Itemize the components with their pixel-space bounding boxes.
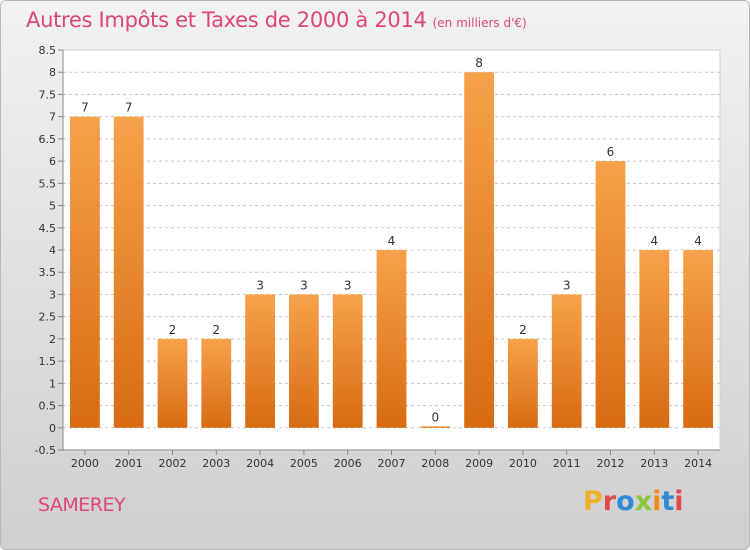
bar [551, 294, 582, 428]
y-tick-label: 4.5 [39, 222, 57, 235]
y-tick-label: -0.5 [35, 444, 56, 457]
logo-letter: i [674, 486, 684, 517]
bar [376, 250, 407, 428]
bar [245, 294, 275, 428]
bar-value-label: 8 [475, 56, 483, 70]
bar [639, 250, 670, 428]
logo-letter: x [634, 486, 653, 517]
bar [70, 116, 100, 428]
bar-value-label: 2 [212, 323, 220, 337]
y-tick-label: 6.5 [39, 133, 57, 146]
y-tick-label: 7.5 [39, 88, 57, 101]
x-tick-label: 2012 [597, 457, 625, 470]
bar [464, 72, 494, 428]
bar-value-label: 2 [169, 323, 177, 337]
bar-value-label: 2 [519, 323, 527, 337]
y-tick-label: 7 [49, 111, 56, 124]
x-tick-label: 2000 [71, 457, 99, 470]
x-tick-label: 2001 [115, 457, 143, 470]
commune-name: SAMEREY [38, 494, 126, 516]
x-tick-label: 2007 [378, 457, 406, 470]
y-tick-label: 2.5 [39, 311, 57, 324]
bar-value-label: 4 [650, 234, 658, 248]
y-tick-label: 3 [49, 288, 56, 301]
y-tick-label: 2 [49, 333, 56, 346]
logo-letter: o [616, 486, 635, 517]
bar [595, 161, 626, 428]
chart-unit-note: (en milliers d'€) [432, 16, 527, 30]
y-tick-label: 0 [49, 422, 56, 435]
logo-letter: r [602, 486, 617, 517]
bar [157, 338, 188, 428]
x-tick-label: 2005 [290, 457, 318, 470]
x-tick-label: 2009 [465, 457, 493, 470]
y-tick-label: 3.5 [39, 266, 57, 279]
bar-value-label: 3 [300, 278, 308, 292]
logo-letter: i [652, 486, 662, 517]
y-tick-label: 4 [49, 244, 56, 257]
y-tick-label: 1 [49, 377, 56, 390]
y-tick-label: 8 [49, 66, 56, 79]
chart-title: Autres Impôts et Taxes de 2000 à 2014 (en… [26, 8, 527, 32]
proxiti-logo[interactable]: Proxiti [583, 486, 684, 517]
x-tick-label: 2008 [421, 457, 449, 470]
x-tick-label: 2010 [509, 457, 537, 470]
bar-value-label: 4 [694, 234, 702, 248]
x-tick-label: 2014 [684, 457, 712, 470]
bar-value-label: 3 [256, 278, 264, 292]
x-tick-label: 2003 [202, 457, 230, 470]
bar [420, 426, 451, 428]
y-tick-label: 5 [49, 200, 56, 213]
logo-letter: t [661, 486, 675, 517]
bar-value-label: 3 [344, 278, 352, 292]
bar-value-label: 0 [431, 410, 439, 424]
bar [113, 116, 144, 428]
x-tick-label: 2004 [246, 457, 274, 470]
x-tick-label: 2006 [334, 457, 362, 470]
x-tick-label: 2011 [553, 457, 581, 470]
logo-letter: P [583, 486, 603, 517]
y-tick-label: 5.5 [39, 177, 57, 190]
y-tick-label: 1.5 [39, 355, 57, 368]
bar-value-label: 4 [388, 234, 396, 248]
bar [201, 338, 232, 428]
y-tick-label: 8.5 [39, 44, 57, 57]
bar [683, 250, 713, 428]
x-tick-label: 2013 [640, 457, 668, 470]
bar [332, 294, 363, 428]
bar-value-label: 3 [563, 278, 571, 292]
bar [289, 294, 319, 428]
y-tick-label: 6 [49, 155, 56, 168]
x-tick-label: 2002 [159, 457, 187, 470]
y-tick-label: 0.5 [39, 400, 57, 413]
bar-value-label: 7 [81, 101, 89, 115]
bar [508, 338, 538, 428]
chart-title-text: Autres Impôts et Taxes de 2000 à 2014 [26, 8, 427, 32]
bar-value-label: 7 [125, 101, 133, 115]
bar-value-label: 6 [607, 145, 615, 159]
